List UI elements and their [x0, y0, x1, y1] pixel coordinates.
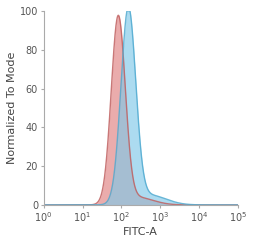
Y-axis label: Normalized To Mode: Normalized To Mode	[7, 52, 17, 164]
X-axis label: FITC-A: FITC-A	[123, 227, 158, 237]
